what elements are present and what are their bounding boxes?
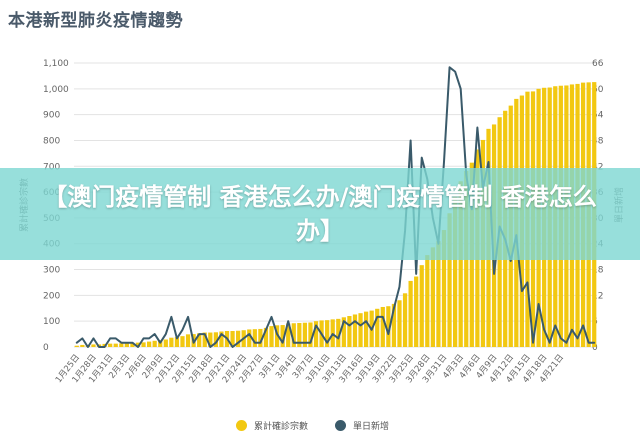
- y-right-tick-label: 66: [592, 59, 604, 69]
- cumulative-bar: [447, 213, 452, 347]
- cumulative-bar: [146, 341, 152, 347]
- cumulative-bar: [113, 343, 118, 347]
- cumulative-bar: [202, 332, 207, 347]
- y-right-tick-label: 0: [592, 343, 598, 353]
- cumulative-bar: [258, 328, 263, 347]
- cumulative-bar: [352, 314, 358, 347]
- cumulative-bar: [341, 317, 346, 347]
- y-left-tick-label: 300: [43, 266, 60, 276]
- cumulative-bar: [347, 316, 352, 347]
- y-right-tick-label: 42: [592, 162, 603, 172]
- cumulative-bar: [174, 337, 180, 347]
- y-right-tick-label: 60: [592, 85, 604, 95]
- chart-legend: 累計確診宗數 單日新增: [0, 419, 640, 435]
- cumulative-bar: [185, 334, 191, 347]
- cumulative-bar: [419, 265, 424, 347]
- y-left-tick-label: 200: [43, 291, 60, 301]
- cumulative-bar: [252, 329, 257, 347]
- cumulative-bar: [80, 344, 85, 347]
- cumulative-bar: [197, 333, 202, 347]
- y-right-tick-label: 18: [592, 266, 604, 276]
- cumulative-bar: [208, 332, 213, 347]
- cumulative-bar: [436, 241, 441, 347]
- cumulative-bar: [302, 322, 308, 347]
- cumulative-bar: [280, 325, 285, 347]
- cumulative-bar: [375, 308, 380, 347]
- y-left-tick-label: 800: [43, 136, 60, 146]
- cumulative-bar: [414, 276, 419, 347]
- promo-banner: [0, 168, 640, 260]
- cumulative-bar: [236, 330, 241, 347]
- cumulative-bar: [108, 343, 113, 347]
- y-left-tick-label: 1,000: [43, 85, 69, 95]
- cumulative-bar: [453, 196, 458, 347]
- cumulative-bar: [269, 326, 274, 347]
- cumulative-bar: [247, 329, 252, 347]
- cumulative-bar: [130, 343, 135, 347]
- cumulative-bar: [152, 340, 157, 347]
- cumulative-bar: [91, 344, 96, 347]
- cumulative-bar: [358, 313, 363, 347]
- y-left-tick-label: 1,100: [43, 59, 69, 69]
- legend-label-cumulative: 累計確診宗數: [254, 422, 309, 432]
- legend-item-cumulative[interactable]: 累計確診宗數: [236, 419, 308, 432]
- cumulative-bar: [180, 336, 185, 347]
- cumulative-bar: [119, 343, 124, 347]
- cumulative-bar: [219, 331, 224, 347]
- y-right-tick-label: 54: [592, 111, 604, 121]
- y-left-tick-label: 0: [43, 343, 49, 353]
- y-left-tick-label: 100: [43, 317, 60, 327]
- chart-title: 本港新型肺炎疫情趨勢: [8, 11, 183, 31]
- y-right-tick-label: 12: [592, 291, 603, 301]
- cumulative-bar: [425, 255, 430, 347]
- legend-item-daily[interactable]: 單日新增: [335, 419, 389, 432]
- legend-label-daily: 單日新增: [353, 422, 390, 432]
- cumulative-bar: [391, 303, 397, 347]
- cumulative-bar: [313, 321, 319, 347]
- cumulative-bar: [230, 330, 235, 347]
- cumulative-bar: [135, 342, 141, 347]
- cumulative-bar: [397, 300, 402, 347]
- cumulative-bar: [263, 327, 269, 347]
- cumulative-bar: [325, 320, 330, 347]
- y-left-tick-label: 900: [43, 111, 60, 121]
- cumulative-bar: [380, 306, 385, 347]
- cumulative-bar: [286, 323, 291, 347]
- cumulative-bar: [169, 337, 174, 347]
- cumulative-bar: [458, 181, 463, 347]
- cumulative-bar: [141, 342, 146, 347]
- cumulative-bar: [402, 293, 408, 347]
- cumulative-bar: [363, 311, 369, 347]
- cumulative-bar: [430, 247, 435, 347]
- cumulative-bar: [408, 280, 413, 347]
- cumulative-bar: [308, 322, 313, 347]
- legend-dot-daily: [335, 420, 346, 431]
- y-left-tick-label: 700: [43, 162, 60, 172]
- cumulative-bar: [336, 318, 341, 347]
- cumulative-bar: [213, 332, 218, 347]
- cumulative-bar: [274, 325, 280, 347]
- cumulative-bar: [386, 306, 391, 347]
- cumulative-bar: [124, 343, 129, 347]
- cumulative-bar: [74, 345, 79, 347]
- cumulative-bar: [441, 230, 447, 347]
- cumulative-bar: [163, 339, 168, 347]
- y-right-tick-label: 48: [592, 136, 604, 146]
- cumulative-bar: [297, 322, 302, 347]
- promo-banner-text: 【澳门疫情管制 香港怎么办/澳门疫情管制 香港怎么办】: [43, 183, 597, 245]
- legend-dot-cumulative: [236, 420, 247, 431]
- cumulative-bar: [291, 323, 296, 347]
